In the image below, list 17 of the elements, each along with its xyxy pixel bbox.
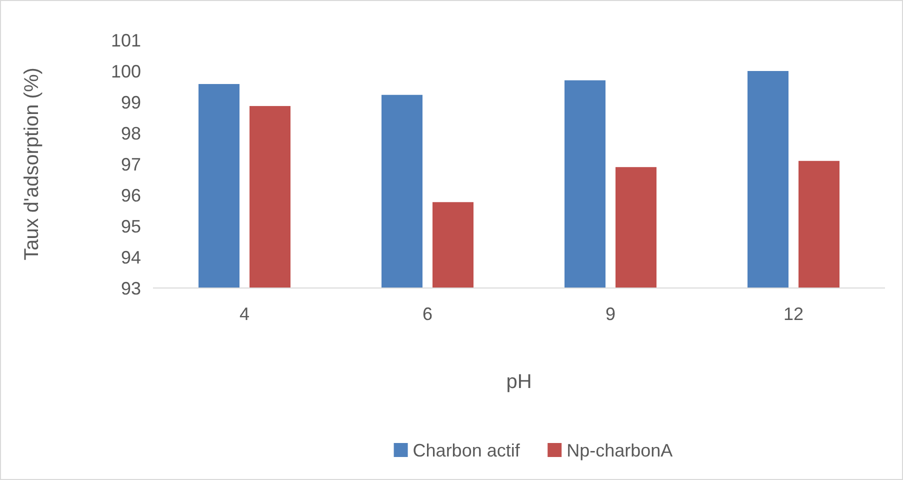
y-tick-label: 94 (120, 247, 141, 268)
x-tick-label: 6 (422, 304, 433, 324)
x-tick-label: 12 (783, 304, 804, 324)
y-tick-label: 98 (120, 123, 141, 144)
y-tick-label: 101 (110, 30, 141, 50)
x-axis-title: pH (506, 371, 532, 393)
y-tick-label: 100 (110, 61, 141, 82)
x-tick-label: 4 (239, 304, 250, 324)
y-tick-label: 97 (120, 154, 141, 174)
legend-label: Charbon actif (412, 440, 521, 460)
x-tick-label: 9 (605, 304, 616, 324)
legend-label: Np-charbonA (566, 440, 673, 460)
y-tick-label: 96 (120, 185, 141, 206)
y-tick-label: 95 (120, 216, 141, 236)
y-tick-label: 93 (120, 278, 141, 298)
y-tick-label: 99 (120, 92, 141, 112)
y-axis-title: Taux d'adsorption (%) (21, 68, 43, 260)
